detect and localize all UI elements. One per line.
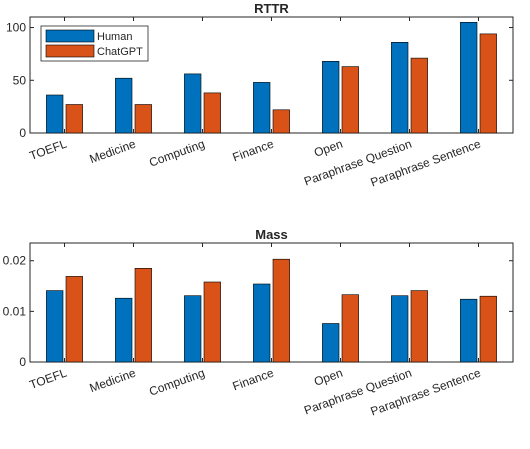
- bar-human-0: [46, 290, 64, 363]
- bar-human-1: [115, 77, 133, 134]
- legend-swatch-human: [45, 29, 95, 43]
- xtick-label: Finance: [231, 137, 276, 165]
- xtick-label: TOEFL: [28, 137, 69, 163]
- ytick-label: 100: [6, 21, 26, 35]
- bar-human-3: [253, 82, 271, 134]
- bar-chatgpt-3: [272, 258, 290, 363]
- bar-chatgpt-4: [341, 294, 359, 363]
- bar-chatgpt-2: [203, 92, 221, 134]
- bar-chatgpt-0: [65, 104, 83, 134]
- legend-label-chatgpt: ChatGPT: [97, 46, 143, 58]
- ytick-label: 0.01: [3, 304, 27, 318]
- ytick-label: 0: [19, 355, 26, 369]
- xtick-label: Open: [312, 137, 344, 160]
- xtick-label: Medicine: [88, 366, 138, 396]
- legend: Human ChatGPT: [40, 25, 149, 62]
- xtick-label: Finance: [231, 366, 276, 394]
- ytick-label: 0.02: [3, 254, 27, 268]
- xtick-label: Medicine: [88, 137, 138, 167]
- bar-chatgpt-5: [410, 57, 428, 134]
- bar-human-2: [184, 73, 202, 134]
- bar-human-0: [46, 94, 64, 134]
- legend-swatch-chatgpt: [45, 44, 95, 58]
- bar-chatgpt-4: [341, 66, 359, 134]
- bar-human-6: [460, 298, 478, 363]
- bar-chatgpt-0: [65, 276, 83, 363]
- chart-1: 0 0.01 0.02 TOEFL Medicine Computing Finance Op…: [3, 227, 514, 419]
- xtick-label: Computing: [147, 137, 206, 170]
- ytick-label: 0: [19, 126, 26, 140]
- bar-human-2: [184, 295, 202, 363]
- bar-chatgpt-3: [272, 109, 290, 134]
- bar-human-4: [322, 60, 340, 134]
- bar-human-4: [322, 323, 340, 363]
- plot-area: [29, 242, 514, 363]
- bar-human-3: [253, 283, 271, 363]
- xtick-label: Computing: [147, 366, 206, 399]
- xtick-label: Open: [312, 366, 344, 389]
- ytick-label: 50: [13, 73, 27, 87]
- bar-chatgpt-2: [203, 281, 221, 363]
- bar-chatgpt-5: [410, 290, 428, 363]
- chart-title: Mass: [255, 227, 288, 242]
- bar-chatgpt-1: [134, 267, 152, 363]
- bar-human-5: [391, 41, 409, 134]
- bar-chatgpt-6: [479, 33, 497, 134]
- xtick-label: TOEFL: [28, 366, 69, 392]
- bar-human-5: [391, 295, 409, 363]
- legend-label-human: Human: [97, 31, 132, 43]
- bar-human-6: [460, 21, 478, 134]
- bar-chatgpt-1: [134, 104, 152, 134]
- bar-human-1: [115, 297, 133, 363]
- bar-chatgpt-6: [479, 295, 497, 363]
- chart-title: RTTR: [254, 1, 289, 16]
